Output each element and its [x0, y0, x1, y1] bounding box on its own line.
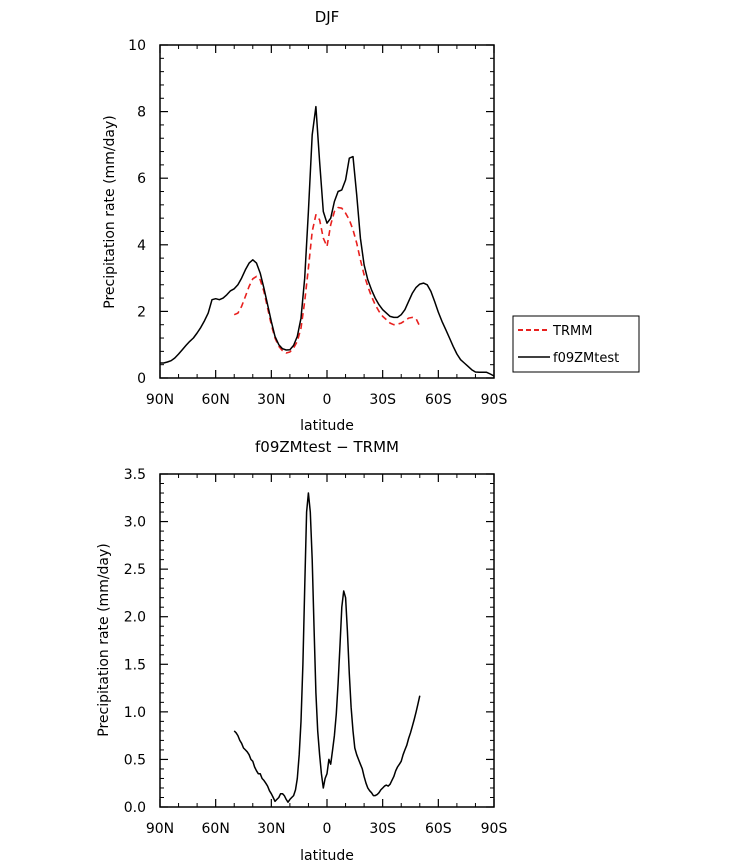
- top-x-tick-label: 60N: [202, 392, 230, 408]
- legend-trmm-label: TRMM: [552, 324, 592, 339]
- bottom-x-tick-label: 60N: [202, 821, 230, 837]
- top-x-tick-label: 90N: [146, 392, 174, 408]
- bottom-y-tick-label: 2.5: [124, 562, 146, 578]
- top-y-tick-label: 8: [137, 105, 146, 121]
- bottom-y-tick-label: 0.5: [124, 752, 146, 768]
- top-y-tick-label: 6: [137, 171, 146, 187]
- bottom-axis-ticks: 90N 60N 30N 0 30S 60S 90S 0.0 0.5 1.0 1.5 2.0 2.5 3.0…: [124, 467, 508, 837]
- top-x-axis-label: latitude: [300, 418, 354, 434]
- bottom-chart-title: f09ZMtest − TRMM: [255, 438, 399, 456]
- top-x-tick-label: 30S: [369, 392, 396, 408]
- bottom-series-line-difference: [233, 492, 421, 803]
- top-y-tick-label: 4: [137, 238, 146, 254]
- bottom-y-tick-label: 2.0: [124, 610, 146, 626]
- bottom-y-tick-label: 0.0: [124, 800, 146, 816]
- bottom-x-tick-label: 60S: [425, 821, 452, 837]
- bottom-series-layer: [233, 492, 421, 803]
- bottom-x-axis-label: latitude: [300, 848, 354, 864]
- top-series-line-f09zmtest: [160, 105, 495, 377]
- top-chart-title: DJF: [315, 8, 340, 26]
- bottom-x-tick-label: 90S: [481, 821, 508, 837]
- top-y-tick-label: 2: [137, 304, 146, 320]
- legend: TRMM f09ZMtest: [512, 315, 640, 373]
- top-x-tick-label: 90S: [481, 392, 508, 408]
- bottom-panel: f09ZMtest − TRMM Precipitation rate (mm/…: [96, 438, 507, 864]
- top-plot-frame: [159, 44, 495, 379]
- top-y-axis-label: Precipitation rate (mm/day): [102, 115, 118, 309]
- bottom-y-tick-label: 1.0: [124, 705, 146, 721]
- bottom-x-tick-label: 90N: [146, 821, 174, 837]
- legend-box: [512, 315, 640, 373]
- bottom-y-tick-label: 1.5: [124, 657, 146, 673]
- bottom-x-tick-label: 0: [323, 821, 332, 837]
- top-axis-ticks: 90N 60N 30N 0 30S 60S 90S 0 2 4 6 8 10: [128, 38, 507, 408]
- bottom-plot-frame: [159, 473, 495, 808]
- bottom-y-axis-label: Precipitation rate (mm/day): [96, 543, 112, 737]
- top-x-tick-label: 0: [323, 392, 332, 408]
- bottom-y-tick-label: 3.0: [124, 515, 146, 531]
- top-y-tick-label: 0: [137, 371, 146, 387]
- top-y-tick-label: 10: [128, 38, 146, 54]
- legend-f09zmtest-label: f09ZMtest: [553, 351, 619, 366]
- bottom-x-tick-label: 30N: [257, 821, 285, 837]
- bottom-y-tick-label: 3.5: [124, 467, 146, 483]
- bottom-x-tick-label: 30S: [369, 821, 396, 837]
- top-x-tick-label: 30N: [257, 392, 285, 408]
- top-series-layer: [160, 105, 495, 377]
- top-panel: DJF Precipitation rate (mm/day) latitude…: [102, 8, 507, 434]
- top-x-tick-label: 60S: [425, 392, 452, 408]
